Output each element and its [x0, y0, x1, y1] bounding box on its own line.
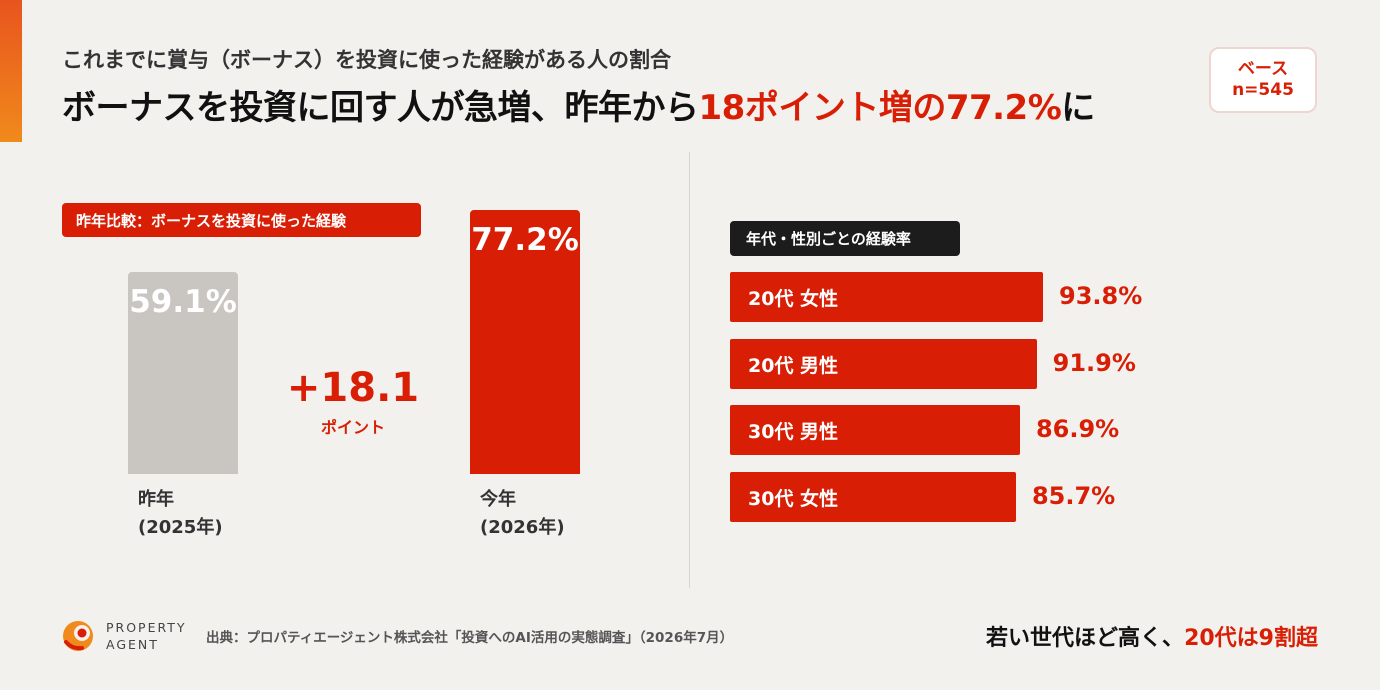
segment-bar-0: 20代 女性	[730, 272, 1043, 322]
comparison-tag: 昨年比較：ボーナスを投資に使った経験	[62, 203, 421, 237]
base-label: ベース	[1237, 58, 1289, 79]
base-count: n=545	[1232, 80, 1294, 100]
logo-wordmark: PROPERTY AGENT	[106, 620, 187, 654]
year-bar-value-1: 77.2%	[471, 222, 579, 258]
headline-highlight: 18ポイント増の77.2%	[698, 88, 1062, 128]
year-bar-0	[128, 271, 238, 474]
source-note: 出典：プロパティエージェント株式会社「投資へのAI活用の実態調査」（2026年7…	[206, 630, 734, 646]
base-badge: ベース n=545	[1209, 47, 1317, 113]
difference-value: +18.1	[286, 365, 420, 411]
footer-summary: 若い世代ほど高く、20代は9割超	[986, 620, 1318, 652]
segment-bar-1: 20代 男性	[730, 339, 1037, 389]
footer-summary-text: 若い世代ほど高く、	[986, 626, 1185, 651]
difference-unit: ポイント	[320, 418, 385, 437]
logo-line1: PROPERTY	[106, 620, 187, 635]
headline-text: ボーナスを投資に回す人が急増、昨年から	[62, 88, 699, 128]
year-bar-value-0: 59.1%	[129, 283, 237, 320]
panel-divider	[689, 152, 690, 588]
headline-text-end: に	[1061, 88, 1095, 128]
chart-headline: ボーナスを投資に回す人が急増、昨年から18ポイント増の77.2%に	[62, 80, 1095, 129]
segment-tag: 年代・性別ごとの経験率	[730, 221, 960, 256]
chart-subtitle: これまでに賞与（ボーナス）を投資に使った経験がある人の割合	[62, 48, 671, 72]
segment-bar-value-3: 85.7%	[1031, 482, 1116, 510]
accent-strip	[0, 0, 22, 142]
segment-bar-3: 30代 女性	[730, 472, 1016, 522]
year-bar-1	[470, 210, 580, 474]
logo-line2: AGENT	[106, 636, 159, 652]
footer-summary-highlight: 20代は9割超	[1184, 626, 1318, 651]
year-bar-category-0: 昨年 (2025年)	[138, 489, 223, 538]
segment-bar-value-0: 93.8%	[1059, 282, 1143, 310]
segment-bar-value-2: 86.9%	[1035, 415, 1120, 443]
segment-bar-value-1: 91.9%	[1052, 349, 1136, 377]
year-bar-category-1: 今年 (2026年)	[480, 489, 565, 538]
property-agent-logo-icon	[63, 621, 93, 651]
segment-bar-2: 30代 男性	[730, 405, 1020, 455]
